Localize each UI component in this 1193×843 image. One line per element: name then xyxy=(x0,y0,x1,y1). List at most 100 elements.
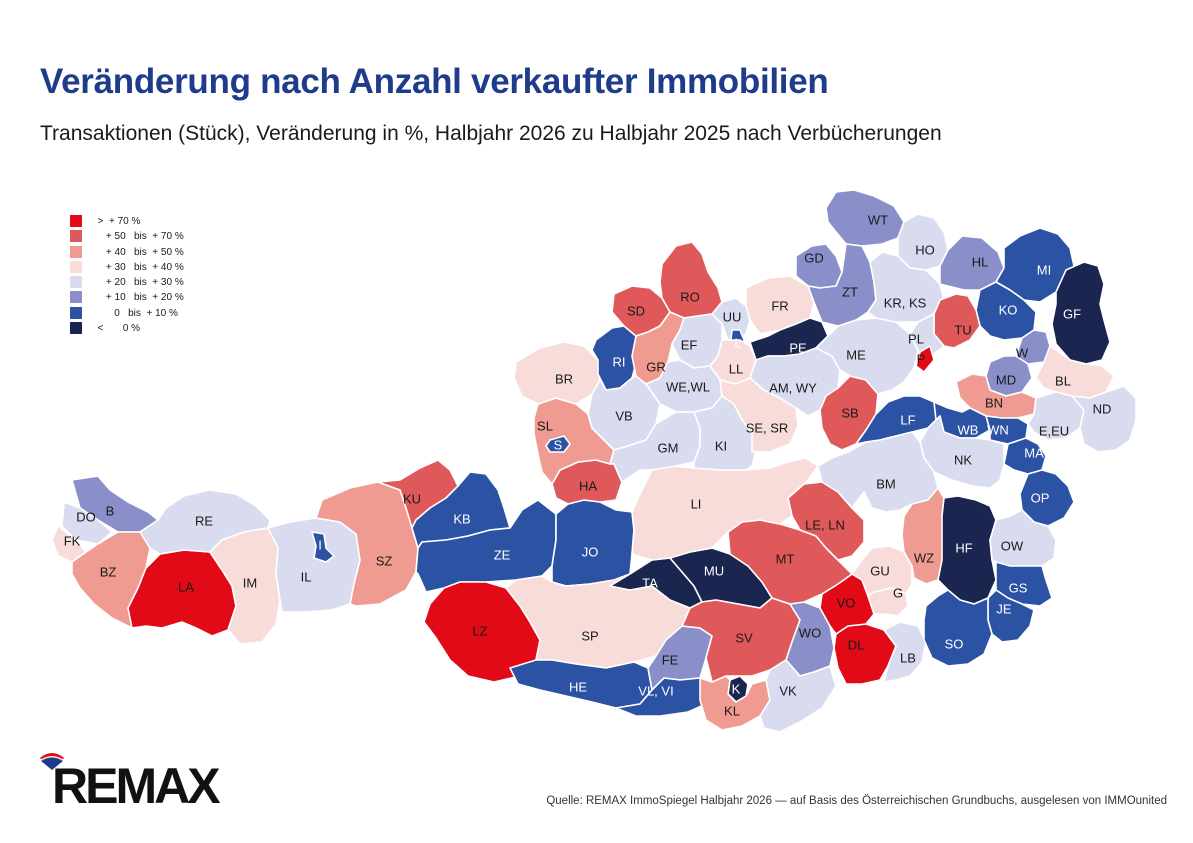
region-ro xyxy=(659,241,723,319)
region-jo xyxy=(551,499,635,587)
region-label: SE, SR xyxy=(746,420,789,435)
region-label: E,EU xyxy=(1039,423,1069,438)
region-label: G xyxy=(893,585,903,600)
region-label: I xyxy=(318,537,322,552)
region-label: BR xyxy=(555,371,573,386)
region-hf xyxy=(937,495,997,605)
region-pl xyxy=(909,313,945,361)
source-note: Quelle: REMAX ImmoSpiegel Halbjahr 2026 … xyxy=(546,795,1167,807)
regions xyxy=(51,189,1137,733)
region-label: WE,WL xyxy=(666,379,710,394)
region-label: SL xyxy=(537,418,553,433)
region-label: NK xyxy=(954,452,972,467)
region-label: LL xyxy=(729,361,743,376)
region-label: HO xyxy=(915,242,935,257)
region-gu xyxy=(851,545,913,597)
legend-label: + 40 bis + 50 % xyxy=(92,246,184,258)
region-label: MU xyxy=(704,563,724,578)
region-label: SP xyxy=(581,628,598,643)
region-label: VL, VI xyxy=(638,683,673,698)
region-label: PE xyxy=(789,340,807,355)
region-label: RI xyxy=(613,354,626,369)
page-subtitle: Transaktionen (Stück), Veränderung in %,… xyxy=(40,122,942,145)
region-label: SZ xyxy=(376,553,393,568)
region-label: WT xyxy=(868,212,888,227)
region-label: VK xyxy=(779,683,797,698)
region-label: UU xyxy=(723,309,742,324)
region-label: TA xyxy=(642,575,658,590)
region-p xyxy=(915,345,935,373)
region-label: LF xyxy=(900,412,915,427)
legend-swatch xyxy=(70,230,82,243)
region-label: BN xyxy=(985,395,1003,410)
region-kl xyxy=(699,675,771,731)
region-label: SD xyxy=(627,303,645,318)
legend-swatch xyxy=(70,260,82,273)
region-label: KU xyxy=(403,491,421,506)
region-label: MD xyxy=(996,372,1016,387)
region-label: LZ xyxy=(472,623,487,638)
region-label: TU xyxy=(954,322,971,337)
region-label: FK xyxy=(64,533,81,548)
region-label: WB xyxy=(958,422,979,437)
region-bm xyxy=(817,431,939,513)
region-li xyxy=(631,457,819,561)
region-label: JE xyxy=(996,601,1012,616)
region-label: FR xyxy=(771,298,788,313)
region-nd xyxy=(1071,385,1137,453)
legend-label: + 20 bis + 30 % xyxy=(92,277,184,289)
region-label: GD xyxy=(804,250,824,265)
region-fe xyxy=(647,625,713,691)
region-label: VB xyxy=(615,408,632,423)
region-label: LI xyxy=(691,496,702,511)
region-label: MI xyxy=(1037,262,1051,277)
region-label: S xyxy=(554,437,563,452)
region-ow xyxy=(989,509,1057,567)
region-label: PL xyxy=(908,331,924,346)
region-label: LE, LN xyxy=(805,517,845,532)
region-se-sr xyxy=(719,377,799,453)
region-kr-ks xyxy=(867,251,945,323)
region-label: DO xyxy=(76,509,96,524)
region-label: GU xyxy=(870,563,890,578)
legend-label: + 50 bis + 70 % xyxy=(92,231,184,243)
legend-label: > + 70 % xyxy=(92,216,141,227)
region-label: WZ xyxy=(914,550,934,565)
region-label: ND xyxy=(1093,401,1112,416)
region-label: ZE xyxy=(494,547,511,562)
logo-wordmark: REMAX xyxy=(52,758,220,810)
legend-swatch xyxy=(70,306,82,319)
region-op xyxy=(1019,469,1075,527)
region-label: GM xyxy=(658,440,679,455)
region-label: B xyxy=(106,503,115,518)
region-label: EF xyxy=(681,337,698,352)
region-lb xyxy=(883,621,927,683)
page-title: Veränderung nach Anzahl verkaufter Immob… xyxy=(40,62,829,101)
region-s xyxy=(545,435,571,453)
region-label: HF xyxy=(955,540,972,555)
region-label: VO xyxy=(837,595,856,610)
region-wt xyxy=(825,189,905,247)
region-label: GF xyxy=(1063,306,1081,321)
region-label: KB xyxy=(453,511,470,526)
region-label: L xyxy=(734,335,741,350)
region-label: RO xyxy=(680,289,700,304)
region-label: MA xyxy=(1024,445,1044,460)
region-label: GR xyxy=(646,359,666,374)
region-label: BM xyxy=(876,476,896,491)
balloon-icon xyxy=(40,753,64,770)
region-label: P xyxy=(917,351,926,366)
region-label: HL xyxy=(972,254,989,269)
region-vk xyxy=(759,659,837,733)
region-label: K xyxy=(732,681,741,696)
region-i xyxy=(311,531,335,563)
region-label: KR, KS xyxy=(884,295,927,310)
region-label: OW xyxy=(1001,538,1024,553)
region-label: SV xyxy=(735,630,753,645)
region-label: HE xyxy=(569,679,587,694)
region-label: RE xyxy=(195,513,213,528)
legend-label: < 0 % xyxy=(92,323,141,335)
region-so xyxy=(923,589,993,667)
